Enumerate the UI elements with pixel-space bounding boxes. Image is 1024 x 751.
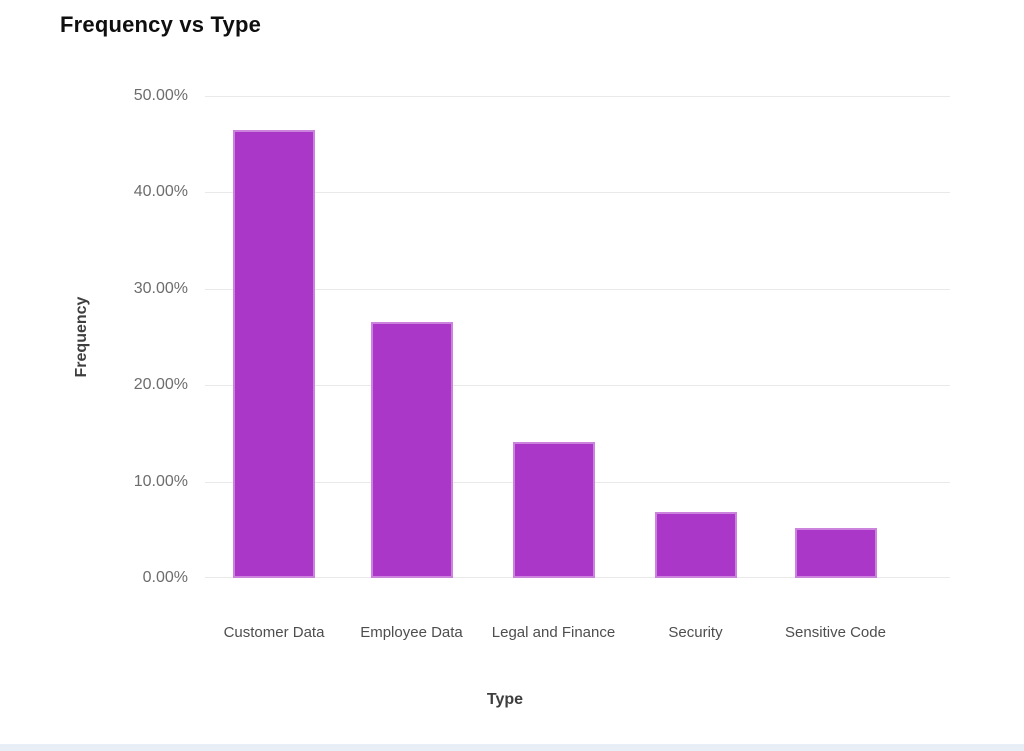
x-category-label-sensitive-code: Sensitive Code [785,624,886,641]
y-tick-label-0: 0.00% [142,569,188,586]
bottom-panel-edge [0,744,1024,751]
gridline-30 [205,288,950,290]
bar-legal-and-finance [512,442,595,578]
bar-customer-data [233,129,315,578]
gridline-50 [205,96,950,97]
x-axis-title: Type [486,691,524,708]
bar-sensitive-code [794,527,877,578]
x-category-label-customer-data: Customer Data [223,624,325,641]
bar-employee-data [370,321,453,578]
y-tick-label-40: 40.00% [133,183,188,201]
y-axis-title: Frequency [73,296,90,378]
x-category-label-legal-and-finance: Legal and Finance [491,624,616,641]
y-tick-label-30: 30.00% [133,279,188,297]
y-tick-label-20: 20.00% [133,376,188,394]
plot-area [205,96,950,578]
x-category-label-security: Security [668,624,723,641]
y-tick-label-50: 50.00% [133,87,188,104]
bar-security [654,511,737,578]
x-category-label-employee-data: Employee Data [360,624,463,641]
gridline-20 [205,385,950,387]
chart-title: Frequency vs Type [60,12,262,37]
gridline-40 [205,192,950,194]
y-tick-label-10: 10.00% [133,472,188,490]
